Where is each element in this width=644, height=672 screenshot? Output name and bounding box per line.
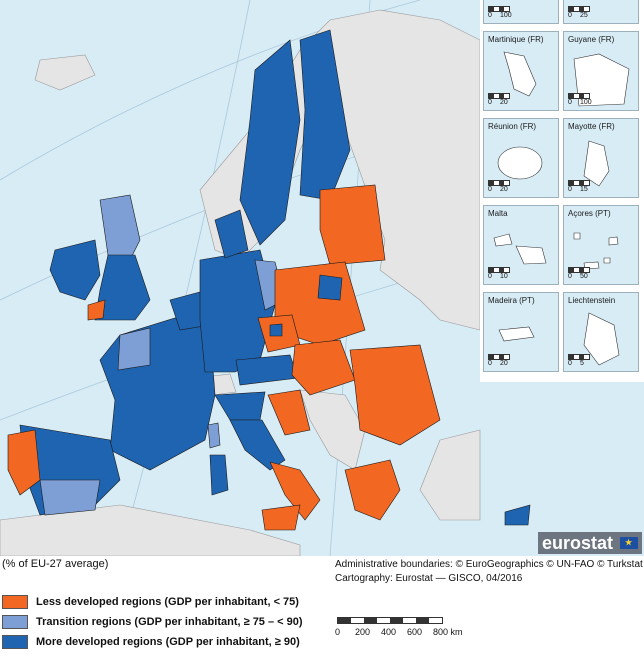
inset-scale: 0 20 xyxy=(488,93,532,107)
inset-title: Açores (PT) xyxy=(568,209,611,218)
region-greece xyxy=(344,459,401,521)
non-eu-land xyxy=(0,9,481,556)
eu-regions xyxy=(7,29,531,531)
region-portugal xyxy=(7,429,41,496)
inset-acores: Açores (PT) 0 50 xyxy=(563,205,639,285)
inset-scale: 0 100 xyxy=(488,6,532,20)
eurostat-logo: eurostat xyxy=(538,532,642,554)
scale-bar: 0 200 400 600 800 km xyxy=(333,617,483,643)
inset-malta: Malta 0 10 xyxy=(483,205,559,285)
region-croatia-slovenia xyxy=(267,389,311,436)
inset-title: Mayotte (FR) xyxy=(568,122,615,131)
inset-map-1: 0 25 xyxy=(563,0,639,24)
inset-madeira: Madeira (PT) 0 20 xyxy=(483,292,559,372)
scale-tick: 0 xyxy=(335,627,341,637)
legend-swatch xyxy=(2,595,28,609)
region-denmark xyxy=(214,209,249,259)
inset-title: Malta xyxy=(488,209,508,218)
inset-scale: 0 15 xyxy=(568,180,612,194)
eu-flag-icon xyxy=(620,537,638,549)
inset-reunion: Réunion (FR) 0 20 xyxy=(483,118,559,198)
legend-label: Transition regions (GDP per inhabitant, … xyxy=(36,616,303,628)
map-area: 0 100 0 25 Martinique (FR) 0 20 Guyane (FR)… xyxy=(0,0,644,556)
inset-scale: 0 50 xyxy=(568,267,612,281)
scale-tick: 200 xyxy=(355,627,371,637)
region-romania-bulgaria xyxy=(349,344,441,446)
inset-title: Martinique (FR) xyxy=(488,35,544,44)
region-cyprus xyxy=(504,504,531,526)
inset-scale: 0 100 xyxy=(568,93,612,107)
region-sardinia xyxy=(209,454,229,496)
brand-text: eurostat xyxy=(542,533,614,553)
scale-tick: 400 xyxy=(381,627,397,637)
region-italy-south xyxy=(269,461,321,521)
inset-title: Réunion (FR) xyxy=(488,122,537,131)
inset-scale: 0 20 xyxy=(488,354,532,368)
region-sweden xyxy=(239,39,301,246)
inset-mayotte: Mayotte (FR) 0 15 xyxy=(563,118,639,198)
scale-bar-graphic xyxy=(337,617,443,624)
region-baltics xyxy=(319,184,386,266)
scale-tick: 600 xyxy=(407,627,423,637)
legend-label: More developed regions (GDP per inhabita… xyxy=(36,636,300,648)
region-warsaw xyxy=(317,274,343,301)
region-spain-south xyxy=(39,479,101,516)
legend-label: Less developed regions (GDP per inhabita… xyxy=(36,596,299,608)
credits-boundaries: Administrative boundaries: © EuroGeograp… xyxy=(335,559,643,570)
inset-title: Guyane (FR) xyxy=(568,35,615,44)
region-ireland xyxy=(49,239,101,301)
inset-title: Liechtenstein xyxy=(568,296,616,305)
inset-guyane: Guyane (FR) 0 100 xyxy=(563,31,639,111)
unit-note: (% of EU-27 average) xyxy=(2,558,109,570)
inset-scale: 0 10 xyxy=(488,267,532,281)
credits: Administrative boundaries: © EuroGeograp… xyxy=(335,558,643,586)
region-france-transition xyxy=(117,327,151,371)
non-eu-north-africa xyxy=(0,504,301,556)
inset-map-0: 0 100 xyxy=(483,0,559,24)
region-prague xyxy=(269,323,283,337)
region-uk-south xyxy=(94,254,151,321)
non-eu-iceland xyxy=(34,54,96,91)
region-uk-north xyxy=(99,194,141,261)
region-corsica xyxy=(207,422,221,449)
non-eu-turkey xyxy=(419,429,481,521)
inset-scale: 0 20 xyxy=(488,180,532,194)
region-hungary-slovakia xyxy=(291,339,356,396)
legend-swatch xyxy=(2,615,28,629)
region-cornwall xyxy=(87,299,106,321)
inset-scale: 0 25 xyxy=(568,6,612,20)
inset-martinique: Martinique (FR) 0 20 xyxy=(483,31,559,111)
credits-cartography: Cartography: Eurostat — GISCO, 04/2016 xyxy=(335,573,523,584)
legend-swatch xyxy=(2,635,28,649)
region-sicily xyxy=(261,504,301,531)
scale-tick: 800 km xyxy=(433,627,463,637)
inset-title: Madeira (PT) xyxy=(488,296,535,305)
